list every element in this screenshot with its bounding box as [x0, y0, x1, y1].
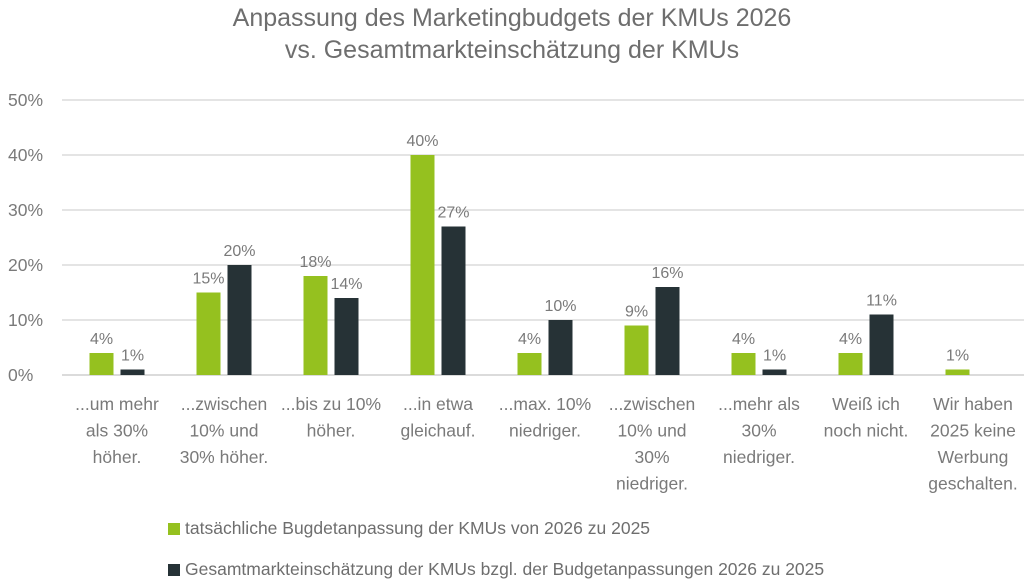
bar-market	[655, 287, 680, 375]
bar-actual	[410, 155, 435, 375]
legend-swatch-dark	[168, 563, 180, 576]
x-tick-label: ...mehr als	[718, 394, 800, 414]
data-label: 1%	[121, 348, 144, 365]
bar-actual	[945, 369, 970, 375]
data-label: 40%	[406, 133, 438, 150]
x-tick-label: 30% höher.	[180, 447, 269, 467]
legend-label-actual: tatsächliche Bugdetanpassung der KMUs vo…	[185, 518, 651, 538]
data-label: 1%	[946, 348, 969, 365]
legend-swatch-green	[168, 522, 180, 535]
y-tick-label: 30%	[8, 200, 43, 220]
x-tick-label: 30%	[741, 421, 776, 441]
y-tick-label: 0%	[8, 365, 33, 385]
bar-market	[120, 369, 145, 375]
x-tick-label: 30%	[634, 447, 669, 467]
x-tick-label: 10% und	[617, 421, 686, 441]
data-label: 4%	[732, 331, 755, 348]
x-tick-label: 10% und	[189, 421, 258, 441]
bar-market	[762, 369, 787, 375]
x-tick-label: niedriger.	[509, 421, 581, 441]
x-tick-label: ...bis zu 10%	[281, 394, 381, 414]
x-tick-label: ...zwischen	[181, 394, 268, 414]
x-tick-label: niedriger.	[616, 474, 688, 494]
bar-actual	[838, 353, 863, 375]
x-tick-label: noch nicht.	[824, 421, 909, 441]
data-label: 4%	[518, 331, 541, 348]
data-label: 4%	[839, 331, 862, 348]
x-tick-label: geschalten.	[928, 474, 1018, 494]
bar-market	[548, 320, 573, 375]
bar-market	[227, 265, 252, 375]
x-tick-label: ...in etwa	[403, 394, 473, 414]
chart-title: Anpassung des Marketingbudgets der KMUs …	[0, 2, 1024, 66]
bar-actual	[196, 292, 221, 375]
y-tick-label: 10%	[8, 310, 43, 330]
data-label: 27%	[437, 205, 469, 222]
data-label: 18%	[299, 254, 331, 271]
x-tick-label: 2025 keine	[930, 421, 1016, 441]
data-label: 14%	[330, 276, 362, 293]
bar-actual	[89, 353, 114, 375]
data-label: 10%	[544, 298, 576, 315]
x-tick-label: höher.	[307, 421, 356, 441]
legend-item-actual: tatsächliche Bugdetanpassung der KMUs vo…	[168, 518, 650, 539]
x-tick-label: niedriger.	[723, 447, 795, 467]
legend-item-market: Gesamtmarkteinschätzung der KMUs bzgl. d…	[168, 559, 824, 580]
chart-title-line-2: vs. Gesamtmarkteinschätzung der KMUs	[284, 36, 740, 64]
data-label: 20%	[223, 243, 255, 260]
x-tick-label: Weiß ich	[832, 394, 900, 414]
bar-market	[441, 226, 466, 375]
y-tick-label: 50%	[8, 90, 43, 110]
data-label: 15%	[192, 271, 224, 288]
x-tick-label: ...zwischen	[609, 394, 696, 414]
chart-title-line-1: Anpassung des Marketingbudgets der KMUs …	[232, 4, 792, 32]
data-label: 1%	[763, 348, 786, 365]
x-tick-label: Werbung	[938, 447, 1009, 467]
y-tick-label: 20%	[8, 255, 43, 275]
bar-actual	[731, 353, 756, 375]
x-tick-label: ...um mehr	[75, 394, 159, 414]
x-tick-label: Wir haben	[933, 394, 1013, 414]
bar-actual	[517, 353, 542, 375]
legend-label-market: Gesamtmarkteinschätzung der KMUs bzgl. d…	[185, 559, 825, 579]
data-label: 16%	[651, 265, 683, 282]
bar-actual	[303, 276, 328, 375]
data-label: 4%	[90, 331, 113, 348]
y-tick-label: 40%	[8, 145, 43, 165]
x-tick-label: gleichauf.	[401, 421, 476, 441]
bar-market	[869, 314, 894, 375]
x-tick-label: höher.	[93, 447, 142, 467]
data-label: 9%	[625, 304, 648, 321]
x-tick-label: ...max. 10%	[499, 394, 591, 414]
x-tick-label: als 30%	[86, 421, 148, 441]
bar-market	[334, 298, 359, 375]
data-label: 11%	[866, 293, 897, 310]
bar-actual	[624, 325, 649, 375]
